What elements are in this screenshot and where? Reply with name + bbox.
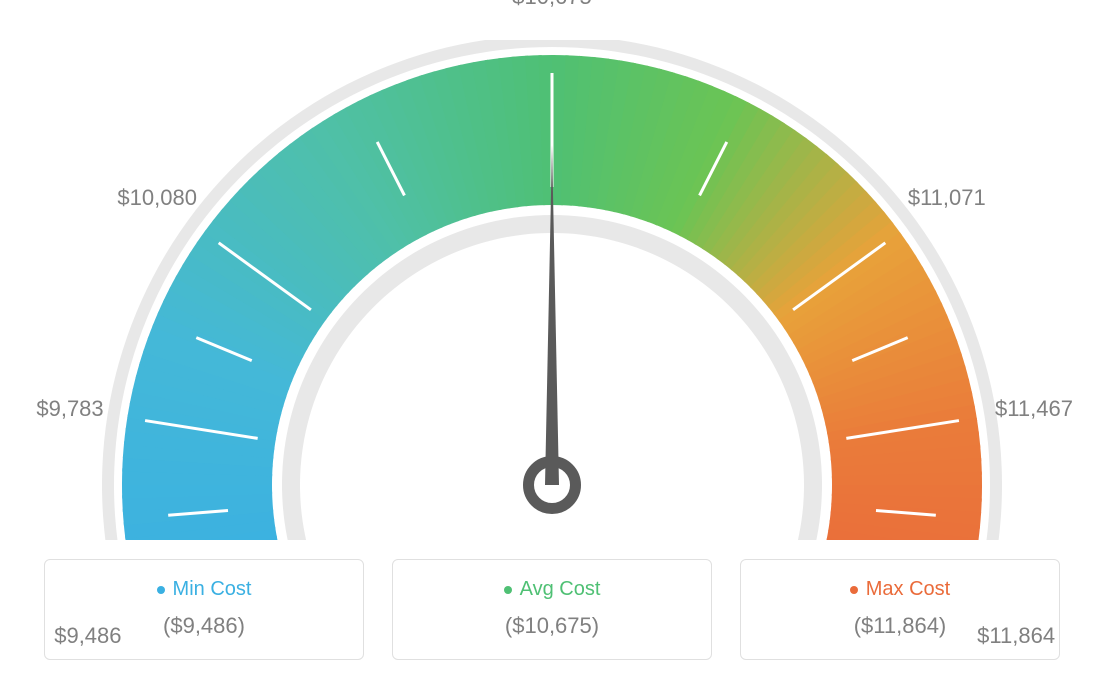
legend-title-avg: Avg Cost	[520, 578, 601, 601]
legend-dot-max	[850, 586, 858, 594]
gauge-tick-label: $10,675	[512, 0, 592, 10]
legend-title-row: Max Cost	[761, 578, 1039, 601]
legend-card-min: Min Cost ($9,486)	[44, 559, 364, 660]
legend-title-row: Avg Cost	[413, 578, 691, 601]
gauge-tick-label: $10,080	[117, 185, 197, 211]
legend-value-avg: ($10,675)	[413, 613, 691, 639]
legend-value-min: ($9,486)	[65, 613, 343, 639]
legend-row: Min Cost ($9,486) Avg Cost ($10,675) Max…	[44, 559, 1060, 660]
legend-title-max: Max Cost	[866, 578, 950, 601]
gauge-tick-label: $11,071	[908, 185, 986, 211]
gauge-chart: $9,486$9,783$10,080$10,675$11,071$11,467…	[72, 40, 1032, 540]
gauge-svg	[72, 40, 1032, 540]
legend-card-avg: Avg Cost ($10,675)	[392, 559, 712, 660]
gauge-tick-label: $9,783	[36, 396, 103, 422]
legend-card-max: Max Cost ($11,864)	[740, 559, 1060, 660]
legend-title-row: Min Cost	[65, 578, 343, 601]
legend-dot-avg	[504, 586, 512, 594]
legend-value-max: ($11,864)	[761, 613, 1039, 639]
legend-dot-min	[157, 586, 165, 594]
legend-title-min: Min Cost	[173, 578, 252, 601]
gauge-tick-label: $11,467	[995, 396, 1073, 422]
